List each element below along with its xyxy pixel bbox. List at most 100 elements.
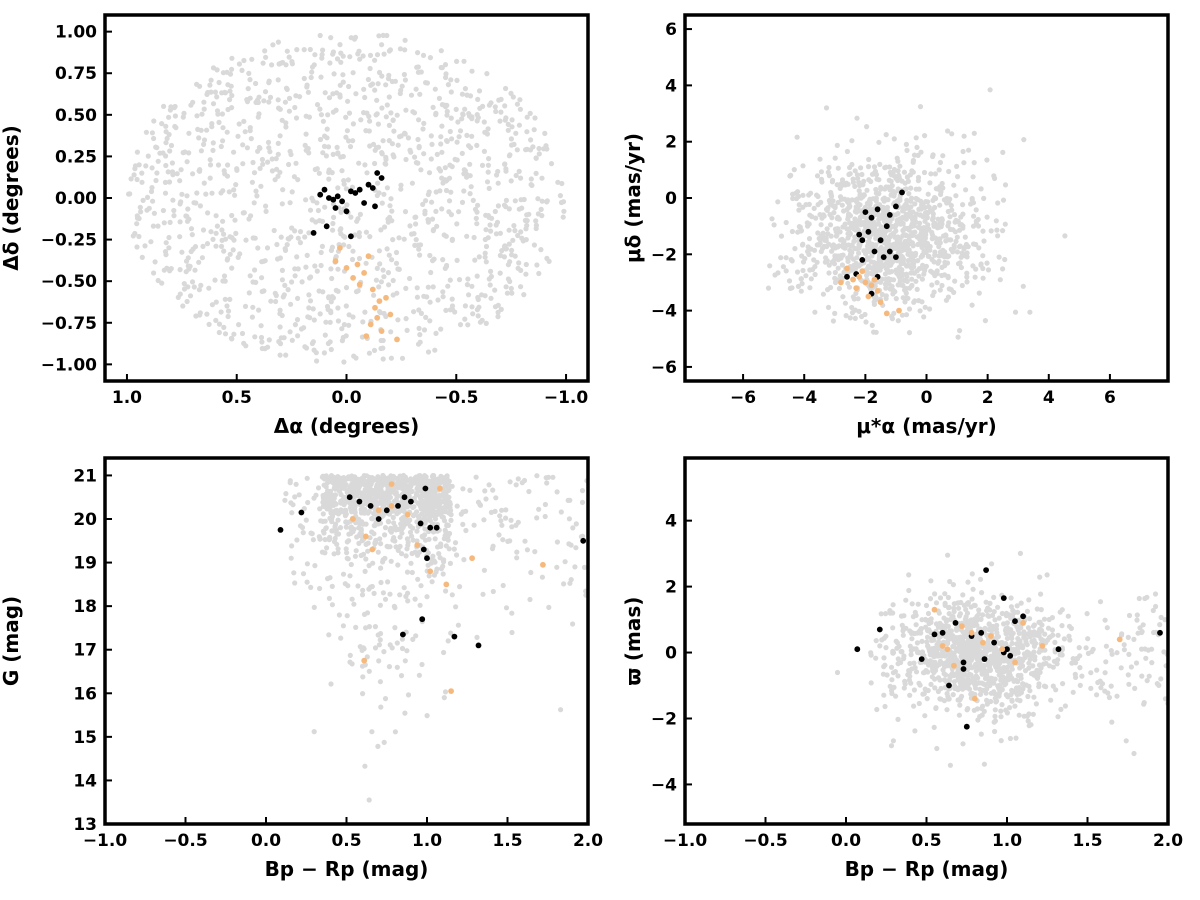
field-star-point	[214, 94, 220, 100]
field-star-point	[447, 530, 453, 537]
field-star-point	[335, 546, 341, 552]
field-star-point	[177, 291, 183, 297]
field-star-point	[322, 518, 328, 524]
field-star-point	[381, 191, 387, 197]
field-star-point	[971, 707, 977, 713]
x-tick-label: 0	[921, 388, 933, 408]
field-star-point	[334, 144, 340, 150]
field-star-point	[204, 127, 210, 133]
field-star-point	[136, 233, 142, 240]
field-star-point	[958, 264, 965, 271]
field-star-point	[824, 226, 830, 232]
field-star-point	[908, 185, 914, 191]
field-star-point	[413, 633, 419, 639]
field-star-point	[506, 227, 512, 233]
field-star-point	[303, 113, 309, 119]
field-star-point	[442, 509, 448, 515]
field-star-point	[324, 475, 330, 481]
field-star-point	[344, 613, 350, 619]
field-star-point	[898, 221, 904, 227]
tail-point	[448, 688, 454, 694]
field-star-point	[848, 243, 854, 249]
field-star-point	[230, 247, 236, 253]
field-star-point	[371, 590, 377, 597]
field-star-point	[971, 130, 977, 136]
field-star-point	[329, 602, 335, 608]
field-star-point	[261, 258, 267, 264]
field-star-point	[355, 51, 361, 57]
field-star-point	[132, 230, 138, 237]
field-star-point	[270, 42, 276, 48]
field-star-point	[329, 583, 335, 590]
field-star-point	[979, 590, 985, 596]
field-star-point	[374, 192, 380, 199]
field-star-point	[803, 273, 809, 279]
field-star-point	[164, 135, 170, 142]
field-star-point	[409, 180, 415, 186]
field-star-point	[385, 270, 391, 276]
field-star-point	[353, 289, 360, 295]
field-star-point	[341, 495, 347, 501]
field-star-point	[973, 207, 979, 213]
field-star-point	[367, 118, 373, 124]
field-star-point	[275, 151, 281, 157]
field-star-point	[1073, 660, 1079, 666]
field-star-point	[917, 241, 923, 247]
field-star-point	[973, 668, 979, 674]
field-star-point	[1000, 266, 1006, 272]
field-star-point	[356, 230, 362, 236]
field-star-point	[506, 206, 512, 212]
field-star-point	[432, 536, 438, 542]
tail-point	[853, 285, 860, 291]
field-star-point	[432, 559, 438, 565]
field-star-point	[155, 158, 161, 164]
field-star-point	[986, 621, 992, 627]
field-star-point	[308, 274, 314, 280]
field-star-point	[494, 172, 500, 178]
field-star-point	[361, 646, 367, 652]
field-star-point	[363, 229, 369, 235]
field-star-point	[511, 223, 517, 229]
field-star-point	[289, 189, 295, 195]
field-star-point	[530, 144, 536, 150]
field-star-point	[263, 203, 269, 209]
field-star-point	[151, 270, 157, 276]
field-star-point	[972, 274, 978, 280]
field-star-point	[952, 278, 958, 284]
field-star-point	[895, 211, 901, 217]
field-star-point	[253, 188, 259, 194]
field-star-point	[844, 226, 850, 232]
field-star-point	[800, 241, 806, 247]
field-star-point	[1118, 665, 1124, 671]
field-star-point	[358, 117, 364, 123]
field-star-point	[509, 117, 515, 123]
field-star-point	[148, 239, 154, 245]
field-star-point	[317, 32, 323, 39]
field-star-point	[358, 526, 364, 532]
field-star-point	[1026, 597, 1032, 603]
field-star-point	[198, 148, 204, 154]
field-star-point	[873, 655, 879, 661]
field-star-point	[236, 322, 242, 328]
field-star-point	[536, 151, 542, 157]
field-star-point	[325, 144, 332, 150]
field-star-point	[332, 524, 338, 530]
member-point	[317, 191, 324, 198]
tail-point	[404, 511, 411, 518]
field-star-point	[386, 282, 392, 288]
field-star-point	[335, 517, 341, 523]
field-star-point	[335, 266, 341, 272]
field-star-point	[579, 488, 586, 494]
field-star-point	[421, 327, 428, 333]
field-star-point	[187, 293, 194, 299]
field-star-point	[134, 221, 140, 227]
field-star-point	[474, 273, 480, 279]
field-star-point	[1098, 685, 1104, 691]
field-star-point	[321, 143, 328, 149]
field-star-point	[372, 624, 378, 630]
field-star-point	[849, 222, 855, 228]
field-star-point	[497, 252, 503, 259]
field-star-point	[990, 623, 996, 630]
field-star-point	[502, 244, 508, 250]
field-star-point	[311, 729, 317, 735]
